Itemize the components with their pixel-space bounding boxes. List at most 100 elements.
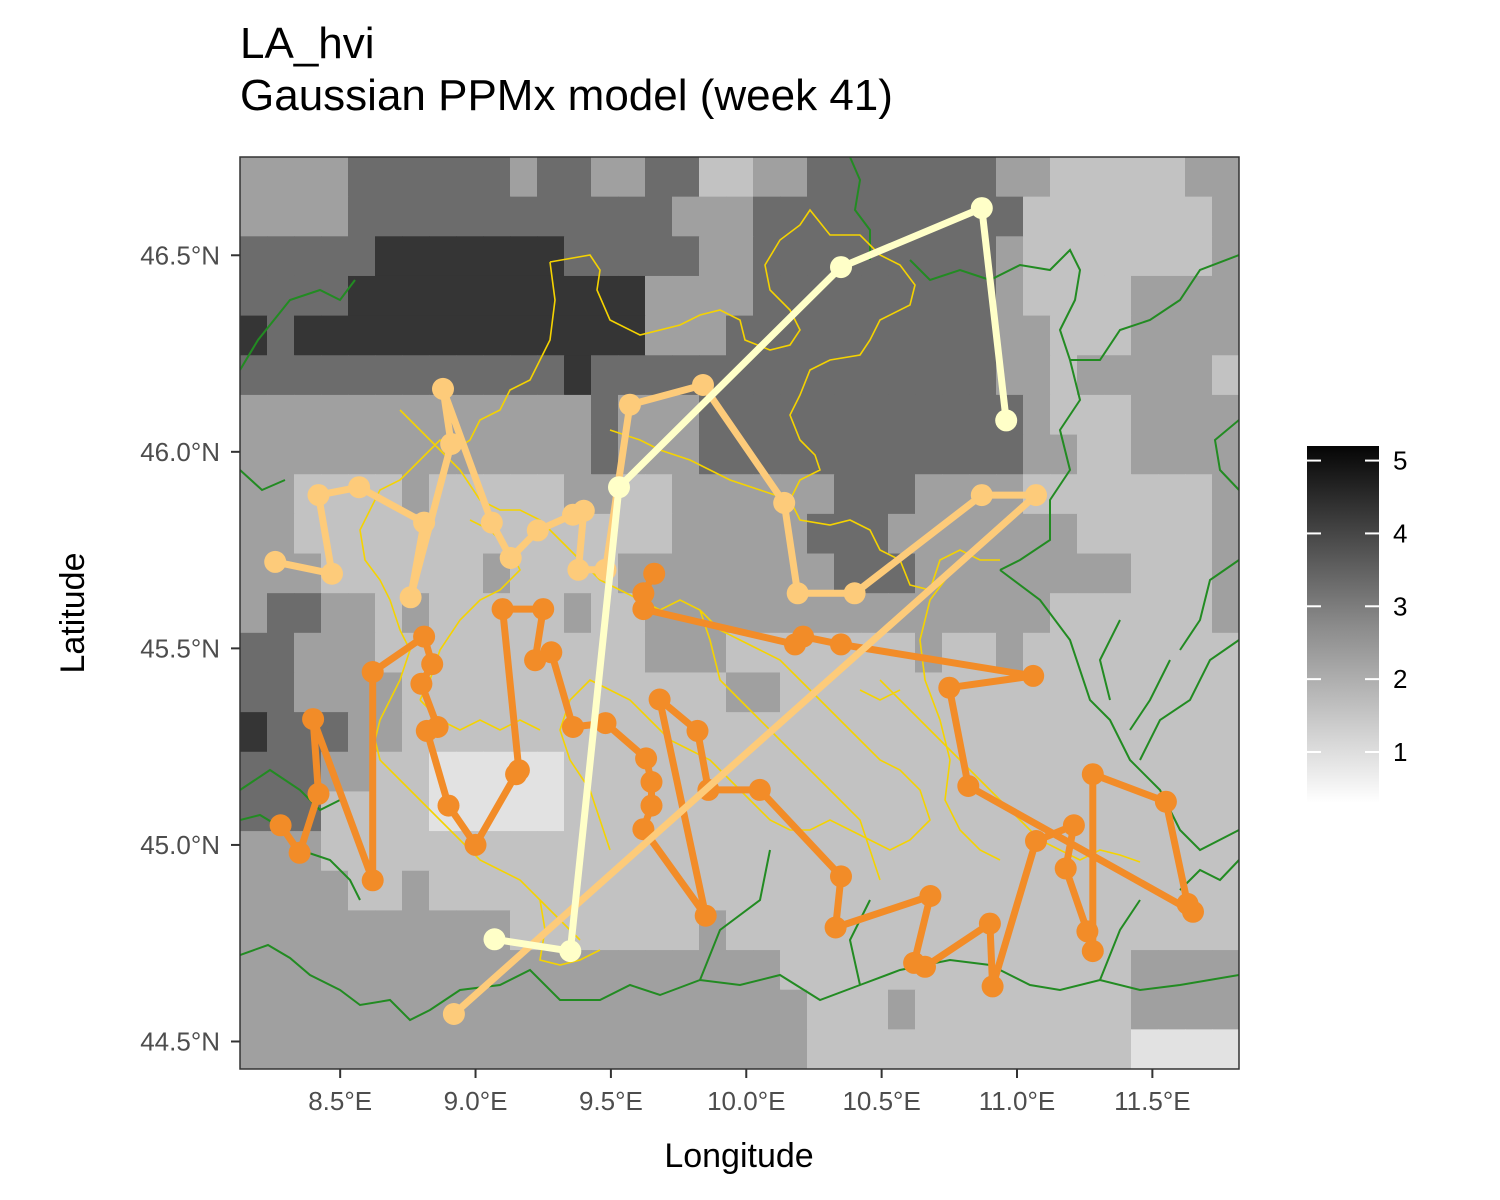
raster-cell	[942, 950, 970, 991]
raster-cell	[294, 950, 322, 991]
raster-cell	[402, 989, 430, 1030]
raster-cell	[240, 236, 268, 277]
raster-cell	[969, 712, 997, 753]
raster-cell	[861, 712, 889, 753]
raster-cell	[510, 196, 538, 237]
raster-cell	[888, 315, 916, 356]
raster-cell	[1050, 672, 1078, 713]
raster-cell	[510, 474, 538, 515]
panel-border	[239, 156, 1240, 1070]
raster-cell	[1023, 910, 1051, 951]
raster-cell	[564, 315, 592, 356]
raster-cell	[1023, 712, 1051, 753]
raster-cell	[375, 593, 403, 634]
y-axis-label: Latitude	[54, 553, 92, 674]
raster-cell	[1131, 157, 1159, 198]
raster-cell	[996, 751, 1024, 793]
cluster-point	[632, 582, 655, 605]
raster-cell	[564, 394, 592, 436]
cluster-point	[957, 775, 980, 797]
raster-cell	[699, 315, 727, 356]
raster-cell	[1131, 474, 1159, 515]
raster-cell	[591, 989, 619, 1030]
raster-cell	[1050, 593, 1078, 634]
raster-cell	[402, 910, 430, 951]
raster-cell	[510, 791, 538, 832]
raster-cell	[1023, 394, 1051, 436]
raster-cell	[834, 1029, 862, 1069]
raster-cell	[1185, 672, 1213, 713]
raster-cell	[1158, 315, 1186, 356]
raster-cell	[537, 474, 565, 515]
raster-cell	[537, 751, 565, 793]
raster-cell	[1212, 275, 1239, 317]
raster-cell	[294, 236, 322, 277]
raster-cell	[591, 196, 619, 237]
cluster-series	[269, 562, 1204, 998]
raster-cell	[1131, 236, 1159, 277]
cluster-point	[572, 499, 595, 522]
raster-cell	[1077, 474, 1105, 515]
raster-cell	[1131, 751, 1159, 793]
raster-cell	[510, 236, 538, 277]
raster-cell	[348, 513, 376, 555]
cluster-point	[830, 256, 852, 279]
raster-cell	[294, 632, 322, 674]
raster-cell	[996, 1029, 1024, 1069]
raster-cell	[861, 1029, 889, 1069]
raster-cell	[834, 434, 862, 475]
raster-cell	[618, 989, 646, 1030]
raster-cell	[1131, 513, 1159, 555]
raster-cell	[888, 831, 916, 872]
raster-cell	[456, 196, 484, 237]
raster-cell	[1131, 1029, 1159, 1069]
cluster-point	[686, 719, 709, 742]
raster-cell	[1050, 394, 1078, 436]
raster-cell	[888, 434, 916, 475]
raster-cell	[510, 315, 538, 356]
raster-cell	[1104, 157, 1132, 198]
raster-cell	[726, 791, 754, 832]
raster-cell	[834, 751, 862, 793]
raster-cell	[456, 355, 484, 396]
cluster-point	[507, 759, 530, 782]
raster-cell	[537, 434, 565, 475]
raster-cell	[375, 236, 403, 277]
raster-cell	[1050, 553, 1078, 594]
y-tick-label: 46.0°N	[140, 437, 220, 467]
raster-cell	[267, 275, 295, 317]
raster-cell	[888, 1029, 916, 1069]
raster-cell	[1077, 989, 1105, 1030]
raster-cell	[510, 275, 538, 317]
cluster-point	[995, 409, 1018, 432]
raster-cell	[807, 1029, 835, 1069]
legend-tick-label: 2	[1393, 664, 1407, 694]
raster-cell	[780, 196, 808, 237]
raster-cell	[1104, 434, 1132, 475]
raster-cell	[699, 1029, 727, 1069]
raster-cell	[240, 553, 268, 594]
raster-cell	[888, 157, 916, 198]
raster-cell	[510, 157, 538, 198]
raster-cell	[456, 712, 484, 753]
raster-cell	[240, 196, 268, 237]
cluster-point	[361, 869, 384, 892]
raster-cell	[915, 157, 943, 198]
raster-cell	[564, 593, 592, 634]
raster-cell	[483, 1029, 511, 1069]
raster-cell	[267, 196, 295, 237]
raster-cell	[1104, 474, 1132, 515]
raster-cell	[618, 910, 646, 951]
raster-cell	[483, 434, 511, 475]
raster-cell	[753, 1029, 781, 1069]
raster-cell	[1104, 275, 1132, 317]
raster-cell	[861, 791, 889, 832]
raster-cell	[645, 1029, 673, 1069]
x-tick-label: 10.0°E	[707, 1086, 785, 1116]
raster-cell	[996, 196, 1024, 237]
cluster-point	[648, 688, 671, 711]
raster-cell	[267, 672, 295, 713]
raster-cell	[591, 394, 619, 436]
raster-cell	[672, 236, 700, 277]
raster-cell	[240, 474, 268, 515]
